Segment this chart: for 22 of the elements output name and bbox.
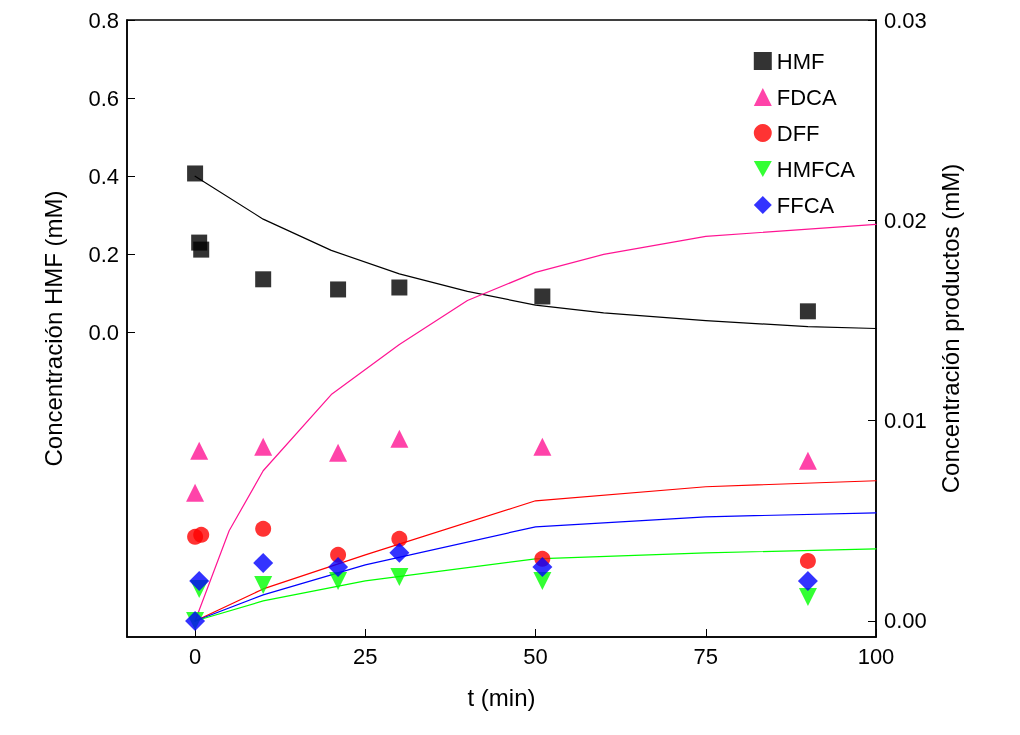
legend-label: HMF — [776, 48, 825, 74]
y-tick-label: 0.4 — [88, 163, 119, 189]
legend-label: FDCA — [776, 84, 837, 110]
y2-tick-label: 0.00 — [884, 608, 927, 634]
x-tick-label: 0 — [188, 643, 202, 669]
x-tick-label: 100 — [857, 643, 895, 669]
x-tick-label: 25 — [353, 643, 378, 669]
y2-tick-label: 0.01 — [884, 408, 927, 434]
y-tick-label: 0.8 — [88, 7, 119, 33]
y-tick-label: 0.6 — [88, 85, 119, 111]
y-tick-label: 0.0 — [88, 319, 119, 345]
legend-label: DFF — [776, 120, 820, 146]
y2-tick-label: 0.03 — [884, 7, 927, 33]
y2-tick-label: 0.02 — [884, 207, 927, 233]
x-tick-label: 50 — [523, 643, 548, 669]
legend-label: HMFCA — [776, 156, 856, 182]
y-tick-label: 0.2 — [88, 241, 119, 267]
y-axis-title: Concentración HMF (mM) — [39, 190, 67, 467]
legend-label: FFCA — [776, 192, 835, 218]
x-axis-title: t (min) — [467, 683, 536, 711]
y2-axis-title: Concentración productos (mM) — [936, 163, 964, 494]
x-tick-label: 75 — [693, 643, 719, 669]
